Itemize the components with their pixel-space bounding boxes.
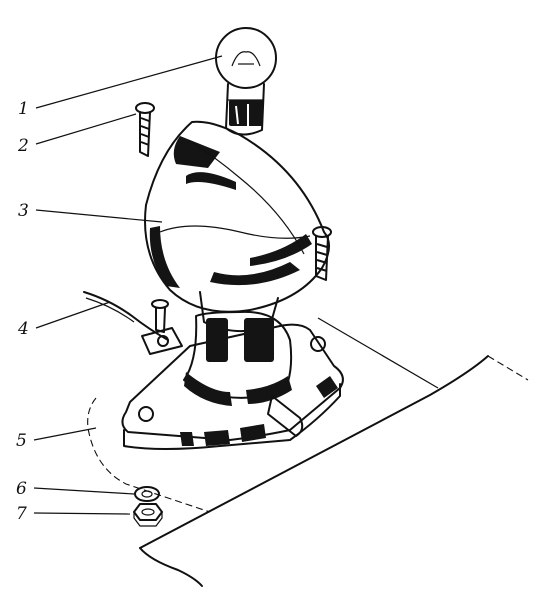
leader-1	[35, 55, 223, 109]
leader-5	[33, 427, 97, 441]
leader-4	[35, 301, 111, 329]
reflector-housing	[144, 120, 330, 333]
callout-5: 5	[16, 431, 27, 451]
leader-6	[33, 487, 135, 495]
callout-1: 1	[18, 99, 29, 119]
leader-7	[33, 512, 131, 515]
leader-3	[35, 209, 163, 223]
bulb	[215, 27, 277, 136]
callout-2: 2	[17, 136, 29, 156]
nut	[133, 503, 163, 527]
leader-lines	[33, 55, 223, 515]
screw-top	[135, 102, 155, 157]
callout-labels: 1 2 3 4 5 6 7	[16, 99, 29, 524]
washer	[134, 486, 160, 502]
callout-3: 3	[18, 201, 29, 221]
body-panel	[87, 317, 529, 587]
leader-2	[35, 113, 137, 145]
callout-7: 7	[16, 504, 27, 524]
cable-terminal	[83, 291, 183, 355]
screw-side	[312, 226, 332, 281]
callout-4: 4	[17, 319, 29, 339]
callout-6: 6	[16, 479, 27, 499]
lamp-base	[121, 310, 344, 450]
